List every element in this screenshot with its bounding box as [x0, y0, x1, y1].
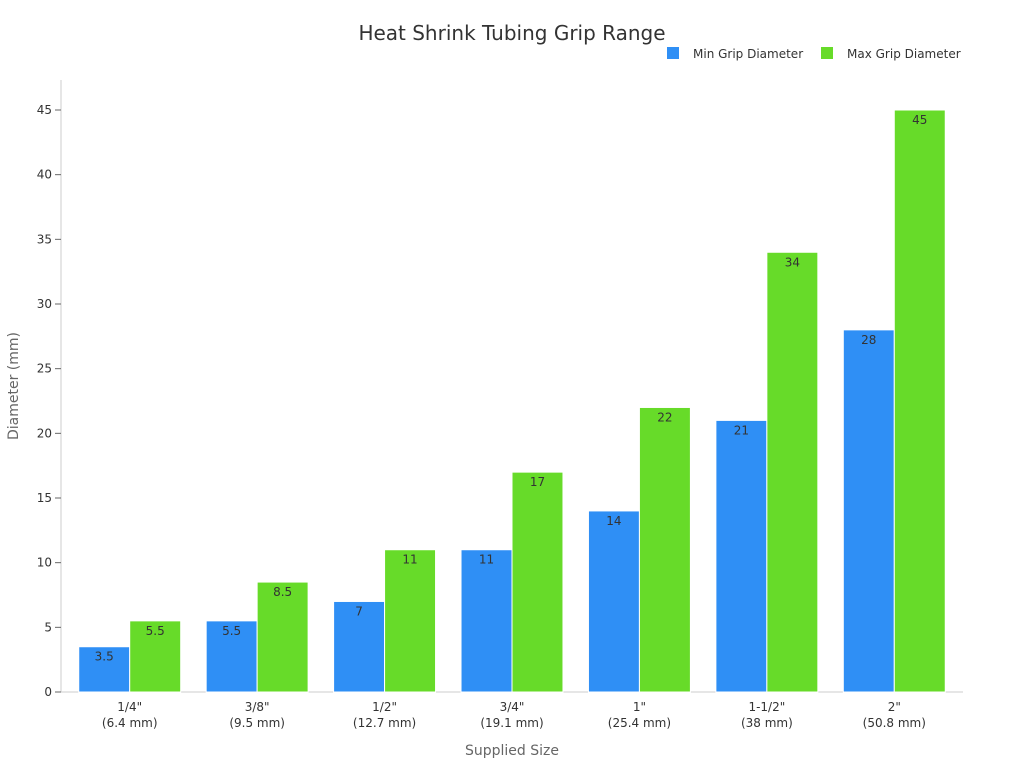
data-label: 5.5 [146, 624, 165, 638]
x-tick-label: 2" (50.8 mm) [863, 700, 926, 730]
x-axis-title: Supplied Size [465, 743, 559, 759]
y-tick-label: 15 [37, 491, 52, 505]
x-axis: 1/4" (6.4 mm) 3/8" (9.5 mm) 1/2" (12.7 mm) 3/4… [61, 691, 963, 730]
x-tick-label-line: (38 mm) [741, 716, 793, 730]
x-tick-label-line: (25.4 mm) [608, 716, 671, 730]
y-axis: 0 5 10 15 20 25 30 35 40 45 [37, 80, 62, 699]
chart-title: Heat Shrink Tubing Grip Range [358, 21, 665, 45]
data-label: 3.5 [95, 650, 114, 664]
bar-max-grip [766, 251, 819, 693]
x-tick-label-line: 3/8" [245, 700, 270, 714]
y-axis-title: Diameter (mm) [6, 332, 22, 440]
x-tick-label: 3/8" (9.5 mm) [229, 700, 285, 730]
data-label: 34 [785, 255, 800, 269]
data-label: 45 [912, 113, 927, 127]
x-tick-label-line: (6.4 mm) [102, 716, 158, 730]
y-tick-label: 10 [37, 556, 52, 570]
bar-max-grip [638, 406, 691, 693]
y-tick-label: 30 [37, 297, 52, 311]
x-tick-label: 1/4" (6.4 mm) [102, 700, 158, 730]
data-label: 28 [861, 333, 876, 347]
legend-label-min-grip: Min Grip Diameter [693, 47, 803, 61]
y-tick-label: 25 [37, 362, 52, 376]
bar-max-grip [893, 109, 946, 693]
bar-max-grip [256, 581, 309, 693]
data-label: 21 [734, 423, 749, 437]
legend-swatch-max-grip [821, 47, 833, 59]
x-tick-label-line: 1/4" [117, 700, 142, 714]
bar-min-grip [715, 419, 768, 693]
data-label: 5.5 [222, 624, 241, 638]
data-label: 17 [530, 475, 545, 489]
bar-max-grip [511, 471, 564, 693]
y-tick-label: 0 [44, 685, 52, 699]
bar-max-grip [129, 620, 182, 693]
legend-label-max-grip: Max Grip Diameter [847, 47, 961, 61]
bar-min-grip [460, 549, 513, 693]
bar-max-grip [384, 549, 437, 693]
legend: Min Grip Diameter Max Grip Diameter [667, 47, 961, 61]
y-tick-label: 35 [37, 232, 52, 246]
x-tick-label-line: (12.7 mm) [353, 716, 416, 730]
bar-min-grip [205, 620, 258, 693]
x-tick-label-line: (19.1 mm) [480, 716, 543, 730]
bar-min-grip [587, 510, 640, 693]
x-tick-label-line: 1/2" [372, 700, 397, 714]
y-tick-label: 20 [37, 426, 52, 440]
x-tick-label-line: 1-1/2" [748, 700, 785, 714]
x-tick-label: 1/2" (12.7 mm) [353, 700, 416, 730]
x-tick-label-line: 2" [888, 700, 901, 714]
bar-min-grip [78, 646, 131, 693]
y-tick-label: 45 [37, 103, 52, 117]
data-label: 7 [355, 604, 363, 618]
x-tick-label: 1-1/2" (38 mm) [741, 700, 793, 730]
x-tick-label-line: (9.5 mm) [229, 716, 285, 730]
x-tick-label: 1" (25.4 mm) [608, 700, 671, 730]
legend-swatch-min-grip [667, 47, 679, 59]
x-tick-label: 3/4" (19.1 mm) [480, 700, 543, 730]
bar-min-grip [333, 600, 386, 693]
data-label: 11 [402, 553, 417, 567]
data-labels: 3.5 5.5 7 11 14 21 28 5.5 8.5 11 17 22 34 45 [95, 113, 928, 664]
y-tick-label: 5 [44, 620, 52, 634]
y-tick-label: 40 [37, 168, 52, 182]
data-label: 14 [606, 514, 621, 528]
data-label: 22 [657, 410, 672, 424]
data-label: 8.5 [273, 585, 292, 599]
x-tick-label-line: 3/4" [500, 700, 525, 714]
bar-min-grip [842, 329, 895, 693]
x-tick-label-line: 1" [633, 700, 646, 714]
x-tick-label-line: (50.8 mm) [863, 716, 926, 730]
bars [78, 109, 946, 693]
data-label: 11 [479, 553, 494, 567]
